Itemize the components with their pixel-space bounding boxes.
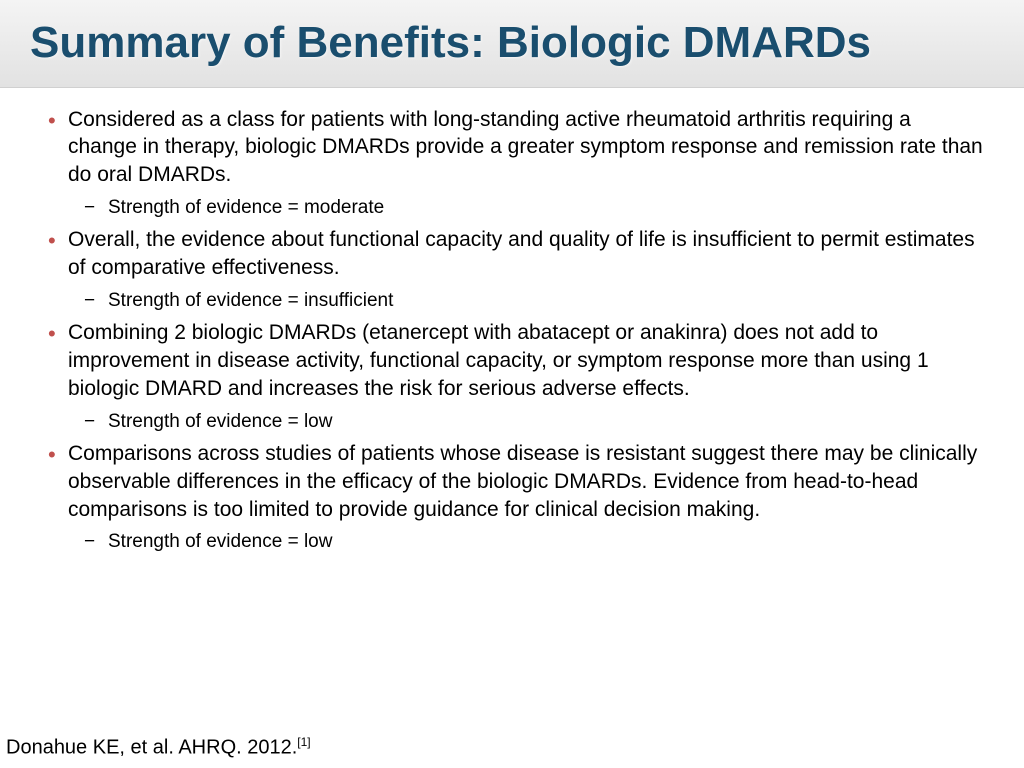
bullet-text: Combining 2 biologic DMARDs (etanercept … bbox=[68, 321, 929, 399]
sub-list-item: Strength of evidence = low bbox=[68, 529, 984, 555]
bullet-text: Considered as a class for patients with … bbox=[68, 108, 983, 186]
slide-title: Summary of Benefits: Biologic DMARDs bbox=[30, 18, 994, 69]
sub-list-item: Strength of evidence = moderate bbox=[68, 195, 984, 221]
slide-content: Considered as a class for patients with … bbox=[0, 88, 1024, 571]
list-item: Overall, the evidence about functional c… bbox=[40, 226, 984, 313]
sub-list: Strength of evidence = low bbox=[68, 409, 984, 435]
list-item: Considered as a class for patients with … bbox=[40, 106, 984, 221]
list-item: Comparisons across studies of patients w… bbox=[40, 440, 984, 555]
sub-bullet-text: Strength of evidence = insufficient bbox=[108, 290, 393, 311]
sub-list: Strength of evidence = moderate bbox=[68, 195, 984, 221]
bullet-text: Comparisons across studies of patients w… bbox=[68, 442, 977, 520]
list-item: Combining 2 biologic DMARDs (etanercept … bbox=[40, 319, 984, 434]
slide-header: Summary of Benefits: Biologic DMARDs bbox=[0, 0, 1024, 88]
sub-list-item: Strength of evidence = low bbox=[68, 409, 984, 435]
sub-list: Strength of evidence = low bbox=[68, 529, 984, 555]
citation: Donahue KE, et al. AHRQ. 2012.[1] bbox=[6, 735, 311, 760]
sub-list: Strength of evidence = insufficient bbox=[68, 288, 984, 314]
bullet-list: Considered as a class for patients with … bbox=[40, 106, 984, 555]
sub-bullet-text: Strength of evidence = low bbox=[108, 531, 332, 552]
citation-text: Donahue KE, et al. AHRQ. 2012. bbox=[6, 737, 297, 759]
citation-ref: [1] bbox=[297, 735, 310, 749]
sub-bullet-text: Strength of evidence = moderate bbox=[108, 197, 384, 218]
sub-list-item: Strength of evidence = insufficient bbox=[68, 288, 984, 314]
sub-bullet-text: Strength of evidence = low bbox=[108, 411, 332, 432]
bullet-text: Overall, the evidence about functional c… bbox=[68, 228, 975, 279]
